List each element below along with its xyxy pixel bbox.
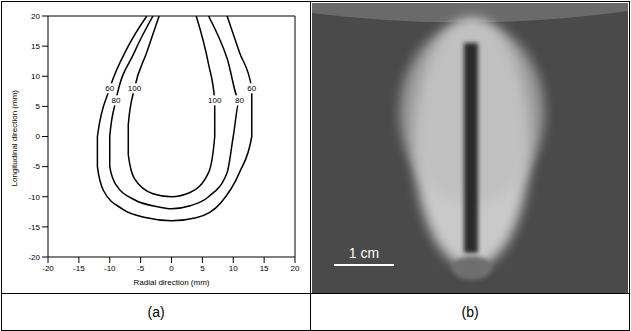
html-text:(a): (a)	[147, 304, 165, 320]
svg-text:100: 100	[208, 96, 222, 105]
svg-text:15: 15	[260, 263, 269, 272]
svg-text:20: 20	[291, 263, 300, 272]
svg-text:Longitudinal direction (mm): Longitudinal direction (mm)	[10, 89, 19, 186]
svg-text:5: 5	[200, 263, 205, 272]
svg-text:-15: -15	[73, 263, 85, 272]
svg-text:10: 10	[229, 263, 238, 272]
svg-text:-10: -10	[29, 192, 41, 201]
svg-text:5: 5	[36, 102, 41, 111]
svg-text:80: 80	[235, 96, 244, 105]
html-text:(b): (b)	[461, 304, 479, 320]
svg-text:100: 100	[128, 84, 142, 93]
svg-text:-10: -10	[104, 263, 116, 272]
svg-text:10: 10	[31, 72, 40, 81]
svg-text:-20: -20	[42, 263, 54, 272]
svg-text:-5: -5	[137, 263, 145, 272]
svg-text:-15: -15	[29, 222, 41, 231]
svg-text:60: 60	[247, 84, 256, 93]
svg-text:80: 80	[112, 96, 121, 105]
svg-text:Radial direction (mm): Radial direction (mm)	[134, 278, 210, 287]
svg-text:1 cm: 1 cm	[349, 245, 379, 261]
svg-text:0: 0	[169, 263, 174, 272]
svg-text:-20: -20	[29, 252, 41, 261]
svg-text:60: 60	[105, 84, 114, 93]
svg-text:-5: -5	[33, 162, 41, 171]
svg-text:15: 15	[31, 41, 40, 50]
svg-text:0: 0	[36, 132, 41, 141]
svg-text:20: 20	[31, 11, 40, 20]
